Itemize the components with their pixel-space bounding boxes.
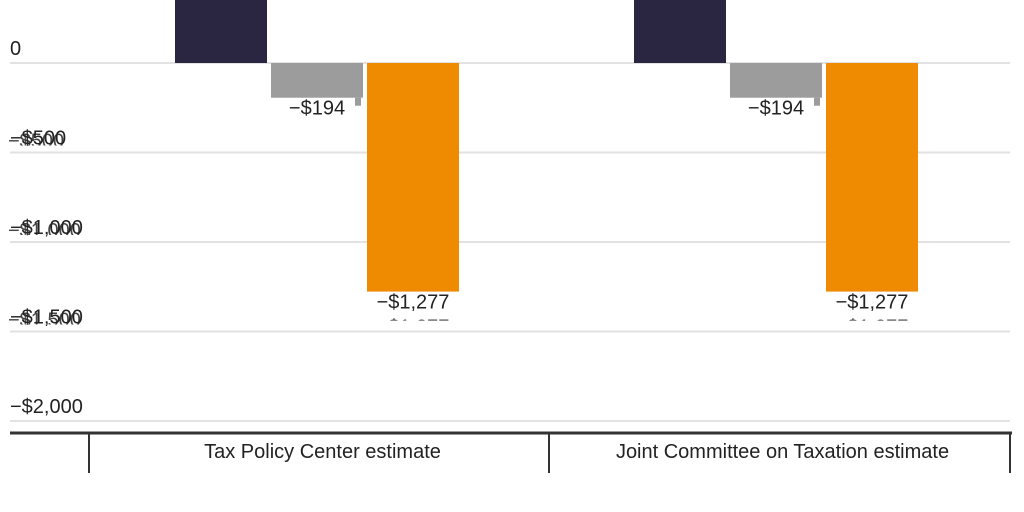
bar-value-label: −$1,277: [377, 292, 450, 314]
clipped-tick-label: −$1,000: [8, 220, 81, 242]
y-tick-label: 0: [10, 38, 21, 60]
y-tick-label: −$2,000: [10, 396, 83, 418]
clipped-tick-label: −$500: [8, 131, 64, 153]
bar: [271, 63, 363, 98]
category-label: Tax Policy Center estimate: [204, 441, 441, 463]
bar: [634, 0, 726, 63]
bar-label-tab: [355, 97, 361, 106]
y-tick-label: −$1,500: [10, 307, 83, 329]
clipped-value-label: −$1,277: [836, 317, 909, 339]
bar: [730, 63, 822, 98]
clipped-tick-label: −$1,500: [8, 310, 81, 332]
bar-data-labels: −$194 −$1,277 −$1,277 −$194 −$1,277 −$1,277: [289, 97, 909, 339]
category-axis: Tax Policy Center estimate Joint Committe…: [10, 431, 1012, 473]
bar-label-tab: [814, 97, 820, 106]
bar-value-label: −$194: [289, 98, 345, 120]
bar: [175, 0, 267, 63]
bar: [367, 63, 459, 292]
clipped-value-label: −$1,277: [377, 317, 450, 339]
category-label: Joint Committee on Taxation estimate: [616, 441, 949, 463]
bar-value-label: −$1,277: [836, 292, 909, 314]
y-tick-label: −$500: [10, 128, 66, 150]
bar-value-label: −$194: [748, 98, 804, 120]
bars: [175, 0, 918, 292]
y-tick-label: −$1,000: [10, 217, 83, 239]
clipped-tick-labels: −$500 −$1,000 −$1,500: [8, 131, 81, 332]
bar: [826, 63, 918, 292]
y-axis-tick-labels: 0 −$500 −$1,000 −$1,500 −$2,000: [10, 38, 83, 418]
